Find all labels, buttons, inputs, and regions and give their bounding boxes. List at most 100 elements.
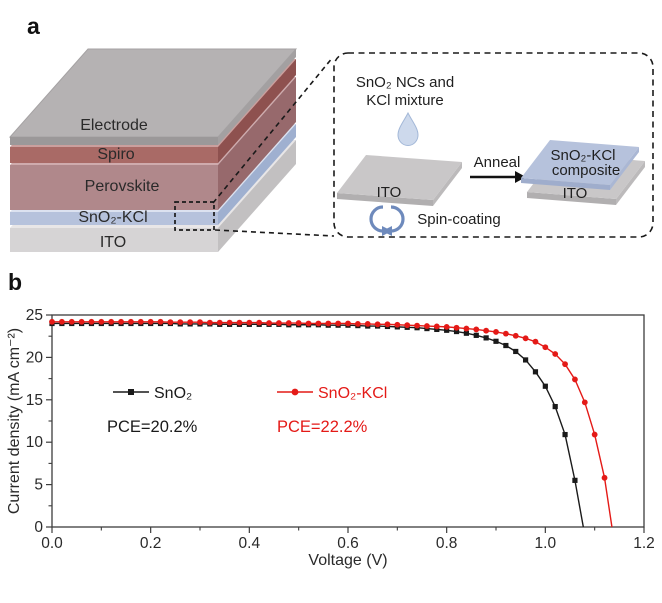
zoom-connector-bottom-line	[214, 229, 335, 237]
legend-label: SnO₂-KCl	[318, 385, 387, 402]
data-marker-circle	[325, 320, 332, 327]
data-marker-circle	[177, 319, 184, 326]
data-marker-circle	[285, 320, 292, 326]
spin-rotation-icon	[369, 205, 405, 236]
panel-b-label: b	[8, 269, 23, 295]
chart-axes: 0.0 0.2 0.4 0.6 0.8 1.0 1.2 0 5 10 15 20 25	[26, 307, 655, 552]
anneal-label: Anneal	[474, 154, 521, 171]
data-marker-circle	[453, 324, 460, 331]
x-tick-label: 1.0	[535, 535, 557, 552]
electrode-layer-side	[218, 49, 296, 145]
data-marker-square	[463, 330, 469, 336]
data-marker-circle	[137, 318, 144, 325]
data-marker-square	[483, 335, 489, 341]
result-composite-front	[521, 178, 610, 190]
data-marker-circle	[68, 318, 75, 325]
data-marker-circle	[572, 376, 578, 383]
data-marker-circle	[374, 321, 381, 328]
data-marker-circle	[118, 318, 124, 325]
plot-frame	[51, 314, 645, 528]
data-marker-circle	[414, 322, 420, 329]
legend-entry-0: SnO₂ PCE=20.2%	[107, 385, 198, 436]
data-marker-circle	[463, 325, 470, 332]
electrode-layer-front	[10, 137, 218, 145]
x-tick-label: 0.2	[140, 535, 162, 552]
pce-annotation: PCE=22.2%	[277, 418, 368, 436]
zoom-connector-top-line	[212, 56, 334, 204]
data-marker-circle	[335, 320, 342, 327]
data-marker-square	[552, 403, 558, 410]
data-marker-circle	[562, 361, 568, 368]
spin-arc-right	[390, 205, 405, 233]
data-marker-circle	[88, 318, 95, 325]
legend-entry-1: SnO₂-KCl PCE=22.2%	[277, 385, 387, 436]
data-marker-circle	[443, 323, 450, 330]
data-marker-circle	[473, 326, 480, 333]
perovskite-layer-side	[218, 77, 296, 210]
data-marker-circle	[187, 319, 194, 326]
data-marker-circle	[197, 319, 203, 326]
left-plate-ito-label: ITO	[377, 184, 402, 201]
data-marker-circle	[295, 320, 302, 326]
data-marker-circle	[581, 399, 588, 406]
data-marker-circle	[404, 322, 411, 329]
ito-layer-front	[10, 228, 218, 252]
jv-chart: 0.0 0.2 0.4 0.6 0.8 1.0 1.2 0 5 10 15 20 25 Voltage (…	[6, 307, 655, 569]
data-marker-square	[453, 328, 460, 335]
y-tick-label: 15	[26, 392, 43, 409]
spiro-layer-side	[218, 59, 296, 163]
spiro-layer-front	[10, 147, 218, 163]
data-marker-square	[523, 357, 529, 363]
panel-a-label: a	[27, 13, 40, 39]
data-marker-circle	[552, 351, 559, 357]
data-marker-square	[473, 332, 479, 338]
data-marker-circle	[226, 319, 233, 326]
data-marker-circle	[157, 318, 164, 325]
data-marker-circle	[108, 318, 115, 325]
data-marker-circle	[49, 318, 55, 325]
data-marker-circle	[542, 344, 549, 351]
sno2kcl-layer-front	[10, 212, 218, 225]
data-marker-circle	[591, 431, 598, 438]
data-marker-circle	[384, 321, 391, 328]
x-tick-label: 1.2	[633, 535, 655, 552]
y-tick-label: 25	[26, 307, 43, 324]
x-tick-label: 0.0	[41, 535, 63, 552]
data-marker-circle	[522, 335, 529, 342]
left-plate-front	[337, 193, 433, 206]
data-marker-circle	[493, 329, 499, 335]
anneal-arrow-head	[515, 171, 526, 183]
data-marker-circle	[601, 474, 608, 481]
device-stack-diagram: Electrode Spiro Perovskite SnO₂-KCl ITO …	[8, 48, 654, 252]
data-marker-circle	[364, 321, 371, 327]
data-marker-circle	[354, 321, 361, 327]
result-composite-side	[610, 147, 639, 190]
result-ito-label: ITO	[563, 185, 588, 202]
inset-dashed-border	[333, 52, 654, 238]
data-marker-circle	[256, 319, 263, 326]
y-tick-label: 10	[26, 434, 44, 451]
device-stack: Electrode Spiro Perovskite SnO₂-KCl ITO	[8, 48, 335, 252]
data-marker-square	[434, 326, 440, 333]
spiro-label: Spiro	[97, 146, 134, 163]
jv-series-1	[49, 318, 613, 528]
data-marker-circle	[433, 323, 440, 330]
data-marker-square	[444, 327, 450, 333]
y-axis-title: Current density (mA cm⁻²)	[6, 328, 23, 514]
data-marker-circle	[532, 338, 539, 345]
data-marker-circle	[147, 318, 154, 325]
data-marker-circle	[246, 319, 253, 326]
result-ito-side	[616, 161, 645, 205]
data-marker-circle	[266, 320, 272, 326]
data-marker-square	[542, 383, 548, 389]
x-axis-title: Voltage (V)	[308, 552, 387, 569]
y-tick-label: 0	[34, 519, 43, 536]
data-marker-circle	[206, 319, 213, 326]
spin-coating-label: Spin-coating	[417, 211, 500, 228]
data-marker-square	[532, 369, 539, 375]
data-marker-circle	[394, 321, 401, 328]
data-marker-circle	[305, 320, 312, 327]
y-tick-label: 20	[26, 349, 44, 366]
x-tick-label: 0.8	[436, 535, 458, 552]
